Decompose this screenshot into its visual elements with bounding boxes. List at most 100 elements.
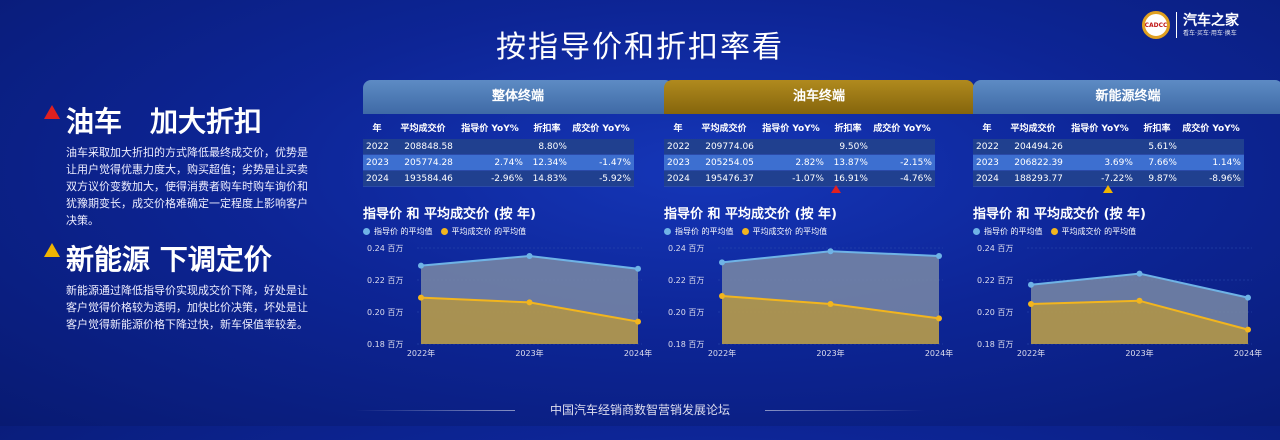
- guide-point: [418, 262, 424, 269]
- y-tick-label: 0.22 百万: [668, 276, 704, 285]
- table-cell: 9.87%: [1135, 170, 1180, 187]
- table-cell: [455, 139, 526, 155]
- legend-dot-icon: [363, 228, 370, 235]
- table-header: 年 平均成交价 指导价 YoY% 折扣率 成交价 YoY%: [363, 120, 673, 134]
- table-cell: 9.50%: [826, 139, 871, 155]
- column-header: 年: [673, 123, 683, 134]
- brand: 汽车之家 看车·买车·用车·换车: [1183, 14, 1239, 37]
- stats-table: 2022 209774.06 9.50% 2023 205254.05 2.82% 13.8…: [664, 139, 935, 187]
- column-header: 指导价 YoY%: [461, 123, 519, 134]
- legend-dot-icon: [1050, 228, 1058, 235]
- chart-legend: 指导价 的平均值 平均成交价 的平均值: [363, 226, 673, 237]
- stats-table: 2022 208848.58 8.80% 2023 205774.28 2.74% 12.3…: [363, 139, 634, 187]
- section-heading: 新能源 下调定价: [44, 238, 314, 278]
- x-tick-label: 2024年: [925, 348, 953, 358]
- chart-legend: 指导价 的平均值 平均成交价 的平均值: [664, 226, 974, 237]
- table-row: 2022 208848.58 8.80%: [363, 139, 634, 155]
- table-row: 2023 205774.28 2.74% 12.34% -1.47%: [363, 154, 634, 171]
- table-cell: 188293.77: [1001, 170, 1066, 187]
- deal-point: [526, 299, 533, 306]
- deal-point: [719, 293, 725, 299]
- table-cell: -1.07%: [756, 170, 827, 187]
- y-tick-label: 0.24 百万: [668, 244, 704, 253]
- guide-area: [1031, 273, 1248, 330]
- area-chart: 0.18 百万 0.20 百万 0.22 百万 0.24 百万 2022年 2023年 20…: [977, 244, 1262, 358]
- table-cell: [756, 139, 827, 155]
- guide-point: [1028, 281, 1034, 288]
- x-tick-label: 2024年: [624, 348, 652, 358]
- table-cell: 7.66%: [1135, 154, 1180, 171]
- chart-title: 指导价 和 平均成交价 (按 年): [973, 207, 1146, 222]
- table-cell: 14.83%: [525, 170, 570, 187]
- y-tick-label: 0.20 百万: [977, 308, 1013, 317]
- area-chart: 0.18 百万 0.20 百万 0.22 百万 0.24 百万 2022年 2023年 20…: [668, 244, 953, 358]
- heading-text: 油车 加大折扣: [66, 105, 263, 138]
- table-cell: 2023: [664, 154, 693, 171]
- column-header: 指导价 YoY%: [762, 123, 820, 134]
- column-header: 指导价 YoY%: [1071, 123, 1129, 134]
- legend-label: 平均成交价 的平均值: [451, 227, 527, 236]
- legend-label: 指导价 的平均值: [374, 227, 433, 236]
- table-row: 2023 206822.39 3.69% 7.66% 1.14%: [973, 154, 1244, 171]
- column-header: 年: [982, 123, 992, 134]
- guide-point: [1245, 294, 1251, 301]
- table-cell: [870, 139, 935, 155]
- table-cell: 209774.06: [692, 139, 757, 155]
- guide-point: [1136, 270, 1143, 277]
- footer: 中国汽车经销商数智营销发展论坛: [549, 403, 730, 417]
- table-row: 2023 205254.05 2.82% 13.87% -2.15%: [664, 154, 935, 171]
- deal-point: [827, 301, 834, 307]
- table-row: 2024 193584.46 -2.96% 14.83% -5.92%: [363, 170, 634, 187]
- table-cell: 2024: [664, 170, 693, 187]
- red-triangle-icon: [44, 105, 60, 119]
- legend-dot-icon: [440, 228, 448, 235]
- table-cell: 13.87%: [826, 154, 871, 171]
- deal-point: [1028, 301, 1034, 307]
- heading-text: 新能源 下调定价: [66, 243, 272, 276]
- y-tick-label: 0.20 百万: [367, 308, 403, 317]
- stats-table: 2022 204494.26 5.61% 2023 206822.39 3.69% 7.66…: [973, 139, 1244, 187]
- x-tick-label: 2023年: [816, 348, 844, 358]
- brand-tagline: 看车·买车·用车·换车: [1183, 29, 1237, 37]
- terminal-panel: 整体终端年 平均成交价 指导价 YoY% 折扣率 成交价 YoY% 2022 208848.…: [363, 80, 673, 348]
- table-cell: 12.34%: [525, 154, 570, 171]
- table-header: 年 平均成交价 指导价 YoY% 折扣率 成交价 YoY%: [973, 120, 1280, 134]
- deal-point: [635, 318, 641, 325]
- column-header: 成交价 YoY%: [572, 123, 630, 134]
- table-cell: -7.22%: [1065, 170, 1136, 187]
- table-cell: 5.61%: [1135, 139, 1180, 155]
- table-cell: 2022: [363, 139, 392, 155]
- chart-title: 指导价 和 平均成交价 (按 年): [664, 207, 837, 222]
- section-text: 新能源通过降低指导价实现成交价下降，好处是让客户觉得价格较为透明，加快比价决策，…: [66, 284, 308, 331]
- column-header: 成交价 YoY%: [1182, 123, 1240, 134]
- table-cell: 16.91%: [826, 170, 871, 187]
- legend-dot-icon: [664, 228, 671, 235]
- guide-point: [526, 253, 533, 259]
- table-cell: [1065, 139, 1136, 155]
- table-row: 2024 195476.37 -1.07% 16.91% -4.76%: [664, 170, 935, 187]
- legend-label: 指导价 的平均值: [984, 227, 1043, 236]
- y-tick-label: 0.18 百万: [668, 340, 704, 349]
- table-cell: 206822.39: [1001, 154, 1066, 171]
- x-tick-label: 2022年: [708, 348, 736, 358]
- y-tick-label: 0.18 百万: [977, 340, 1013, 349]
- guide-area: [421, 256, 638, 322]
- table-cell: 195476.37: [692, 170, 757, 187]
- column-header: 年: [372, 123, 382, 134]
- deal-point: [936, 315, 942, 322]
- table-cell: 2.82%: [756, 154, 827, 171]
- y-tick-label: 0.24 百万: [367, 244, 403, 253]
- panel-header: 新能源终端: [973, 80, 1280, 114]
- table-cell: 3.69%: [1065, 154, 1136, 171]
- table-cell: 204494.26: [1001, 139, 1066, 155]
- yellow-triangle-icon: [1103, 185, 1113, 193]
- x-tick-label: 2024年: [1234, 348, 1262, 358]
- column-header: 成交价 YoY%: [873, 123, 931, 134]
- area-chart: 0.18 百万 0.20 百万 0.22 百万 0.24 百万 2022年 2023年 20…: [367, 244, 652, 358]
- column-header: 折扣率: [834, 123, 862, 134]
- table-row: 2022 204494.26 5.61%: [973, 139, 1244, 155]
- legend-label: 平均成交价 的平均值: [752, 227, 828, 236]
- panel-header: 整体终端: [363, 80, 673, 114]
- table-cell: -5.92%: [569, 170, 634, 187]
- chart-legend: 指导价 的平均值 平均成交价 的平均值: [973, 226, 1280, 237]
